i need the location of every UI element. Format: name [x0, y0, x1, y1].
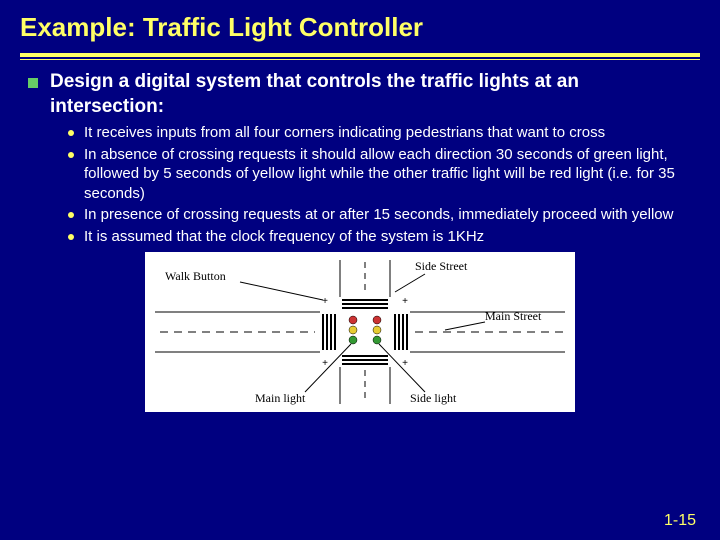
slide-number: 1-15	[664, 512, 696, 530]
sub-bullet: In absence of crossing requests it shoul…	[68, 145, 692, 204]
main-bullet: Design a digital system that controls th…	[28, 70, 692, 119]
label-main-light: Main light	[255, 391, 306, 405]
main-bullet-text: Design a digital system that controls th…	[50, 70, 692, 119]
title-rule-thin	[20, 59, 700, 60]
dot-bullet-icon	[68, 152, 74, 158]
sub-bullet: In presence of crossing requests at or a…	[68, 205, 692, 225]
sub-bullet-text: It receives inputs from all four corners…	[84, 123, 605, 143]
svg-text:+: +	[402, 296, 408, 307]
sub-bullet-list: It receives inputs from all four corners…	[68, 123, 692, 246]
label-side-light: Side light	[410, 391, 457, 405]
diagram-container: + + + + Walk Button Side Street Main Stree…	[28, 252, 692, 412]
sub-bullet-text: It is assumed that the clock frequency o…	[84, 227, 484, 247]
label-main-street: Main Street	[485, 309, 542, 323]
dot-bullet-icon	[68, 130, 74, 136]
sub-bullet-text: In presence of crossing requests at or a…	[84, 205, 673, 225]
intersection-diagram: + + + + Walk Button Side Street Main Stree…	[145, 252, 575, 412]
sub-bullet: It receives inputs from all four corners…	[68, 123, 692, 143]
sub-bullet: It is assumed that the clock frequency o…	[68, 227, 692, 247]
svg-text:+: +	[322, 358, 328, 369]
title-rule-thick	[20, 53, 700, 57]
dot-bullet-icon	[68, 234, 74, 240]
label-walk-button: Walk Button	[165, 269, 226, 283]
content-area: Design a digital system that controls th…	[0, 70, 720, 412]
sub-bullet-text: In absence of crossing requests it shoul…	[84, 145, 692, 204]
square-bullet-icon	[28, 78, 38, 88]
dot-bullet-icon	[68, 212, 74, 218]
svg-text:+: +	[402, 358, 408, 369]
intersection-svg: + + + + Walk Button Side Street Main Stree…	[145, 252, 575, 412]
label-side-street: Side Street	[415, 259, 468, 273]
slide-title: Example: Traffic Light Controller	[20, 12, 700, 43]
svg-text:+: +	[322, 296, 328, 307]
